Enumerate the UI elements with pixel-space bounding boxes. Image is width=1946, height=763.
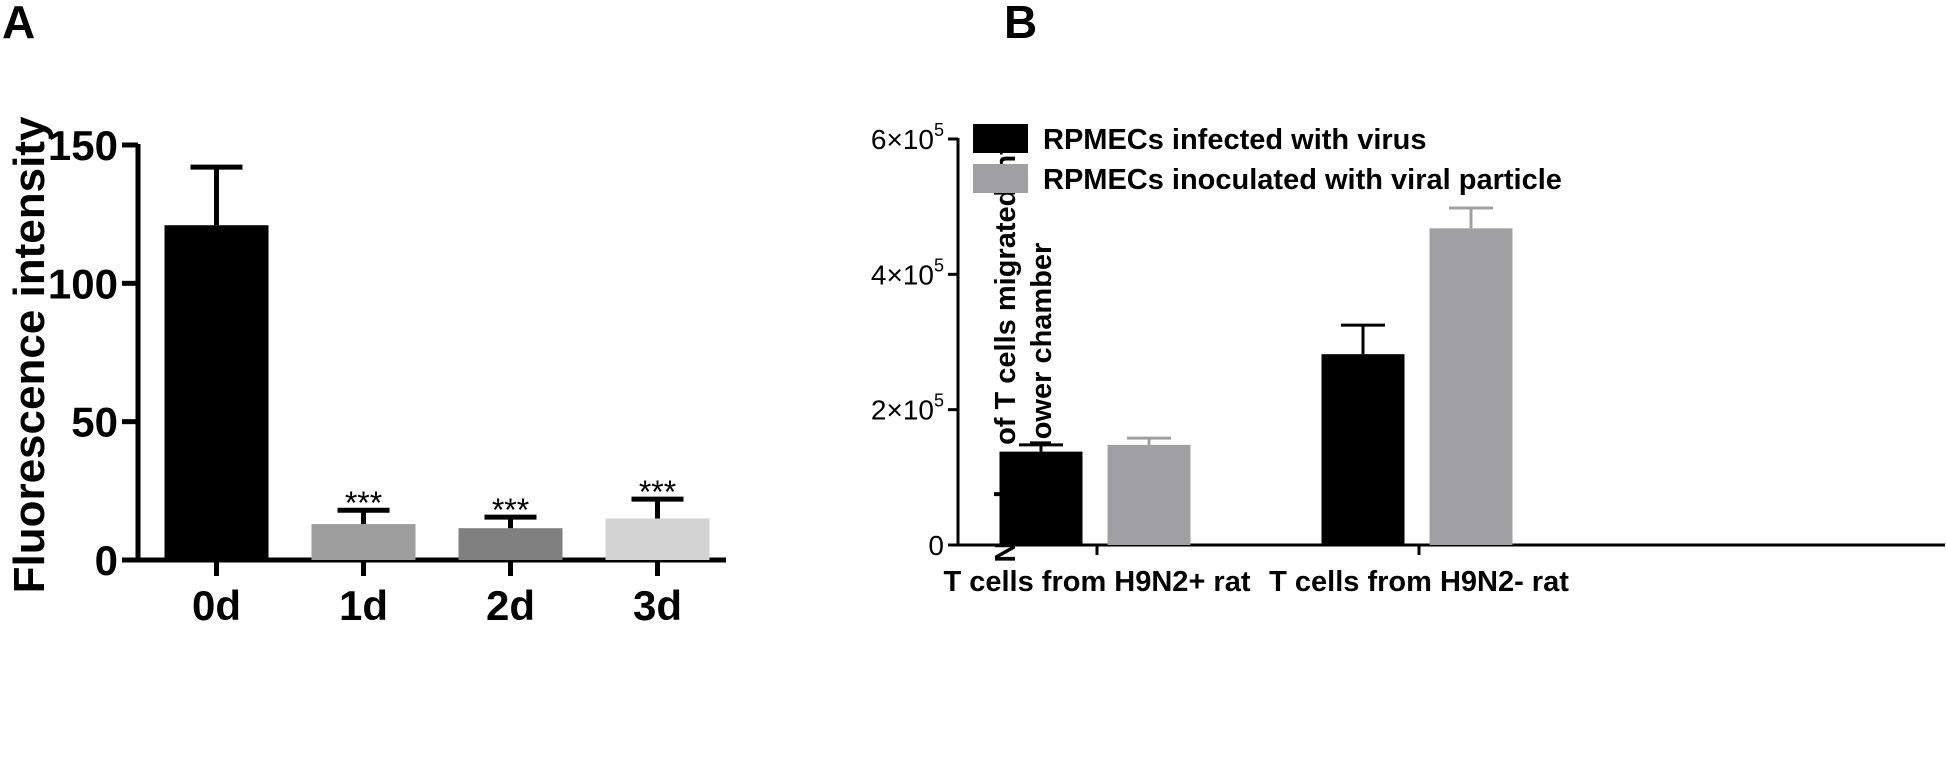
chart-a-error-bars	[190, 164, 684, 529]
chart-b-error-bars	[1019, 206, 1493, 452]
chart-b-x-tick-label: T cells from H9N2+ rat	[943, 566, 1250, 598]
chart-b-bar	[1107, 444, 1191, 545]
chart-a-y-tick-label: 150	[48, 122, 118, 169]
chart-b-x-tick-label: T cells from H9N2- rat	[1269, 566, 1569, 598]
chart-a-y-axis-label: Fluorescence intensity	[5, 116, 54, 593]
chart-b-tick-labels: 0 2×105 4×105 6×105 T cells from H9N2+ rat T …	[871, 120, 1569, 598]
chart-a-bar	[605, 518, 710, 560]
chart-b-legend: RPMECs infected with virus RPMECs inocula…	[973, 124, 1562, 196]
chart-b-bar	[1321, 354, 1405, 545]
chart-b-legend-swatch	[973, 124, 1028, 153]
chart-a-significance-label: ***	[492, 492, 529, 528]
chart-b-y-axis-label-line-2: lower chamber	[1026, 243, 1058, 448]
chart-a-bar	[311, 524, 416, 560]
chart-b-bars	[999, 228, 1513, 545]
chart-b-y-tick-label: 4×105	[871, 255, 944, 290]
chart-a-x-tick-label: 1d	[339, 582, 388, 629]
chart-a-bars	[164, 225, 710, 560]
chart-b-bar	[999, 451, 1083, 545]
chart-a-bar	[164, 225, 269, 560]
chart-b: B Number of T cells migrated into lower …	[871, 0, 1945, 598]
chart-b-y-tick-label: 0	[928, 530, 944, 561]
chart-a-bar	[458, 528, 563, 560]
chart-a-x-tick-label: 2d	[486, 582, 535, 629]
chart-b-legend-label: RPMECs inoculated with viral particle	[1043, 164, 1562, 196]
panel-label-b: B	[1004, 0, 1037, 48]
chart-a-y-tick-label: 100	[48, 260, 118, 307]
chart-a-annotations: *** *** ***	[345, 474, 676, 528]
chart-a-significance-label: ***	[345, 485, 382, 521]
chart-a: A Fluorescence intensity 0 50 100 150 0d 1d 2d…	[2, 0, 726, 629]
chart-a-x-tick-label: 0d	[192, 582, 241, 629]
panel-label-a: A	[2, 0, 35, 48]
chart-b-bar	[1429, 228, 1513, 545]
chart-b-legend-swatch	[973, 164, 1028, 193]
chart-b-legend-label: RPMECs infected with virus	[1043, 124, 1427, 156]
chart-b-y-tick-label: 6×105	[871, 120, 944, 155]
chart-a-significance-label: ***	[639, 474, 676, 510]
chart-a-y-tick-label: 50	[71, 399, 118, 446]
chart-a-tick-labels: 0 50 100 150 0d 1d 2d 3d	[48, 122, 682, 629]
chart-a-y-tick-label: 0	[95, 537, 118, 584]
chart-a-x-tick-label: 3d	[633, 582, 682, 629]
chart-b-y-tick-label: 2×105	[871, 391, 944, 426]
